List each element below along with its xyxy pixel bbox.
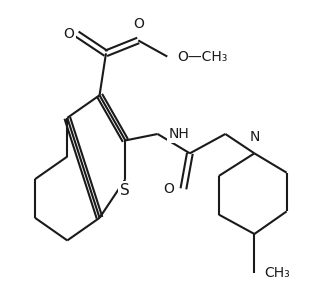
Text: O: O: [63, 27, 74, 41]
Text: S: S: [120, 183, 130, 198]
Text: O: O: [163, 182, 174, 196]
Text: O—CH₃: O—CH₃: [177, 50, 227, 64]
Text: O: O: [133, 17, 144, 31]
Text: CH₃: CH₃: [264, 266, 290, 280]
Text: NH: NH: [169, 127, 190, 141]
Text: N: N: [249, 130, 260, 144]
